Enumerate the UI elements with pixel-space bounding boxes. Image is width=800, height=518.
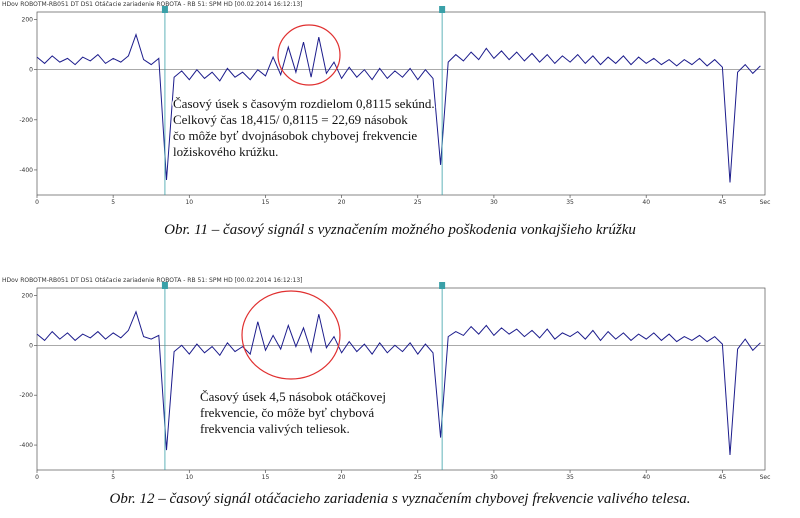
x-tick-label: 15 [262,474,270,481]
x-tick-label: 0 [35,474,39,481]
plot-frame [36,287,766,471]
x-tick-label: 35 [566,474,574,481]
y-tick-label: -200 [19,117,33,124]
x-tick-label: 25 [414,199,422,206]
x-tick-label: 45 [719,199,727,206]
signal-line [36,310,761,456]
x-tick-label: 40 [642,199,650,206]
y-tick-label: 0 [29,342,33,349]
x-tick-label: 30 [490,474,498,481]
x-tick-label: 45 [719,474,727,481]
x-tick-label: 10 [185,474,193,481]
figure-caption: Obr. 12 – časový signál otáčacieho zaria… [110,491,691,507]
annotation-line: frekvencia valivých teliesok. [200,421,350,436]
x-tick-label: 40 [642,474,650,481]
x-tick-label: 35 [566,199,574,206]
x-tick-label: 10 [185,199,193,206]
content: HDov ROBOTM-RB051 DT DS1 Otáčacie zariad… [2,1,770,507]
chart-header: HDov ROBOTM-RB051 DT DS1 Otáčacie zariad… [2,277,302,284]
x-tick-label: 5 [111,199,115,206]
y-tick-label: 200 [22,17,34,24]
annotation-line: Časový úsek s časovým rozdielom 0,8115 s… [173,96,435,111]
cursor-marker [439,6,446,13]
y-tick-label: -200 [19,392,33,399]
x-tick-label: 20 [338,199,346,206]
x-unit: Sec [760,199,771,206]
x-tick-label: 5 [111,474,115,481]
y-tick-label: 200 [22,292,34,299]
annotation-line: čo môže byť dvojnásobok chybovej frekven… [173,128,417,143]
highlight-ellipse [241,290,341,380]
x-tick-label: 0 [35,199,39,206]
y-tick-label: -400 [19,442,33,449]
x-unit: Sec [760,474,771,481]
y-tick-label: 0 [29,67,33,74]
x-tick-label: 30 [490,199,498,206]
x-tick-label: 15 [262,199,270,206]
x-tick-label: 20 [338,474,346,481]
figure-caption: Obr. 11 – časový signál s vyznačením mož… [164,222,636,238]
plot-frame [36,11,766,196]
chart-header: HDov ROBOTM-RB051 DT DS1 Otáčacie zariad… [2,1,302,8]
signal-line [36,33,761,183]
annotation-line: Celkový čas 18,415/ 0,8115 = 22,69 násob… [173,112,408,127]
highlight-ellipse [277,24,341,86]
chart: HDov ROBOTM-RB051 DT DS1 Otáčacie zariad… [2,1,770,238]
y-tick-label: -400 [19,167,33,174]
annotation-line: ložiskového krúžku. [173,144,278,159]
cursor-marker [439,282,446,289]
chart: HDov ROBOTM-RB051 DT DS1 Otáčacie zariad… [2,277,770,507]
cursor-marker [161,6,168,13]
x-tick-label: 25 [414,474,422,481]
cursor-marker [161,282,168,289]
annotation-line: frekvencie, čo môže byť chybová [200,405,374,420]
annotation-line: Časový úsek 4,5 násobok otáčkovej [200,389,386,404]
